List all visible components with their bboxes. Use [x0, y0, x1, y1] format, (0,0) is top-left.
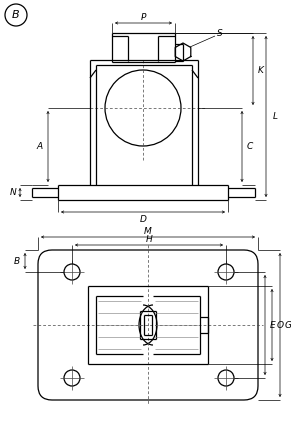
Text: S: S — [217, 28, 223, 37]
Text: H: H — [146, 235, 152, 244]
Text: N: N — [10, 188, 16, 197]
Text: K: K — [258, 66, 264, 75]
Text: L: L — [272, 112, 278, 121]
Text: M: M — [144, 227, 152, 236]
Text: A: A — [37, 142, 43, 151]
Text: B: B — [14, 257, 20, 266]
Text: G: G — [285, 320, 291, 329]
Text: D: D — [140, 214, 146, 224]
Text: O: O — [276, 320, 283, 329]
Text: C: C — [247, 142, 253, 151]
Text: B: B — [12, 10, 20, 20]
Text: P: P — [141, 12, 146, 21]
Text: E: E — [270, 320, 276, 329]
